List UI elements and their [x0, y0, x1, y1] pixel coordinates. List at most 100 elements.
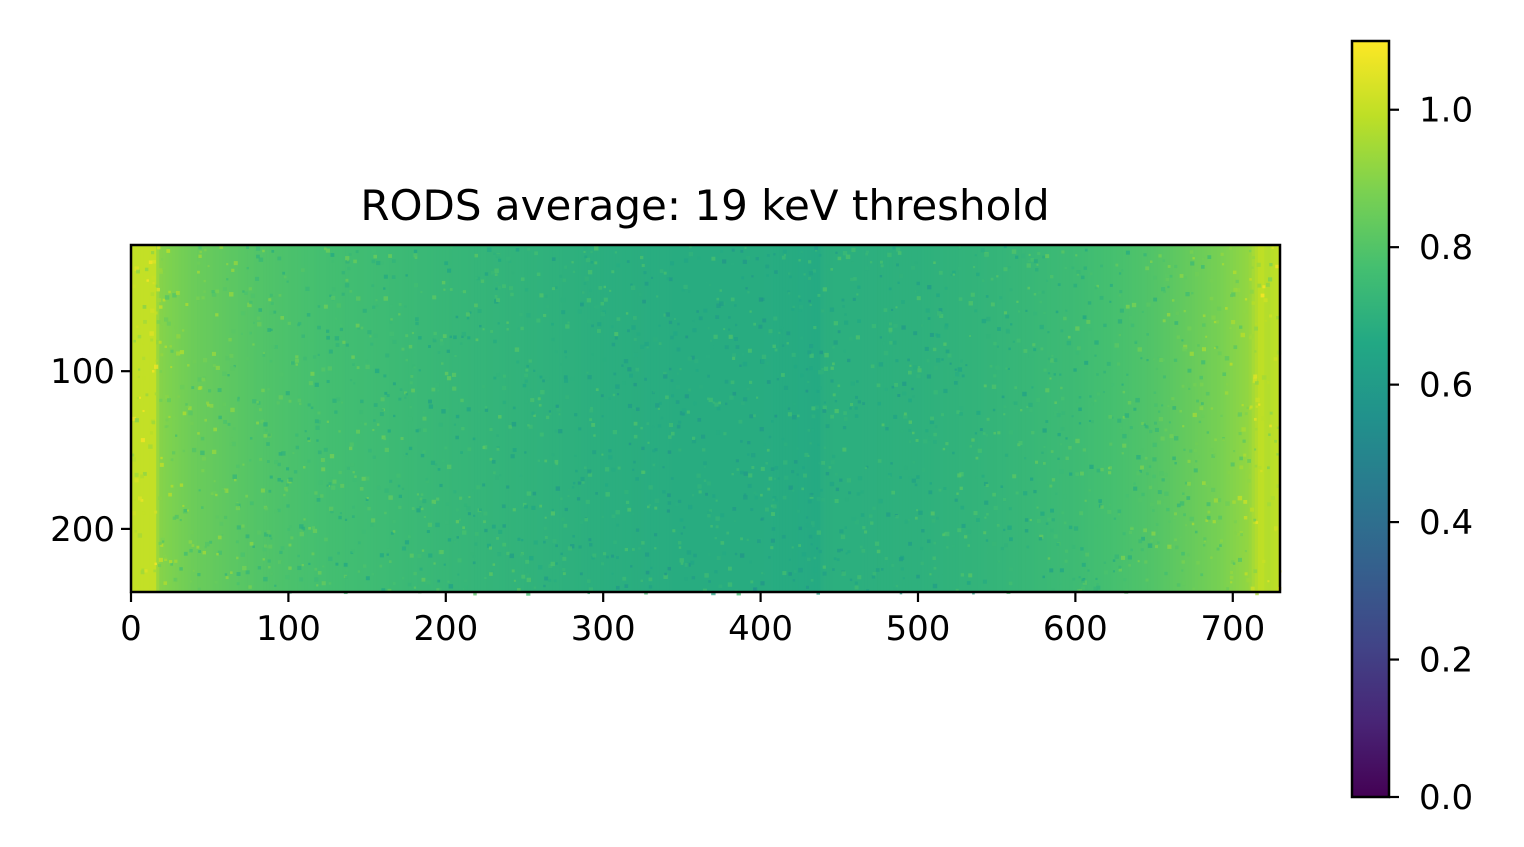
heatmap-column [1062, 245, 1067, 592]
heatmap-column [1163, 245, 1168, 592]
heatmap-column [411, 245, 415, 592]
heatmap-column [980, 245, 985, 592]
heatmap-column [773, 245, 777, 592]
heatmap-column [543, 245, 548, 592]
heatmap-column [625, 245, 629, 592]
heatmap-column [669, 245, 674, 592]
heatmap-column [275, 245, 280, 592]
heatmap-column [417, 245, 422, 592]
heatmap-column [1242, 245, 1246, 592]
heatmap-column [1009, 245, 1014, 592]
heatmap-noise [131, 245, 1282, 596]
colorbar-tick-label: 0.8 [1419, 228, 1473, 268]
heatmap-column [716, 245, 721, 592]
heatmap-column [776, 245, 781, 592]
heatmap-column [895, 245, 900, 592]
heatmap-column [1018, 245, 1023, 592]
heatmap-column [722, 245, 727, 592]
heatmap-column [455, 245, 459, 592]
heatmap-column [354, 245, 359, 592]
heatmap-column [360, 245, 365, 592]
heatmap-column [389, 245, 393, 592]
heatmap-column [398, 245, 403, 592]
heatmap-column [549, 245, 554, 592]
heatmap-column [858, 245, 862, 592]
colorbar-tick-label: 1.0 [1419, 91, 1473, 131]
heatmap-column [691, 245, 696, 592]
heatmap-column [521, 245, 526, 592]
heatmap-column [1169, 245, 1174, 592]
heatmap-column [537, 245, 541, 592]
heatmap-column [735, 245, 740, 592]
heatmap-column [1075, 245, 1080, 592]
heatmap-column [590, 245, 595, 592]
heatmap-column [1239, 245, 1243, 592]
heatmap-column [962, 245, 966, 592]
heatmap-column [351, 245, 356, 592]
heatmap-column [1235, 245, 1240, 592]
heatmap-column [146, 245, 151, 592]
heatmap-column [448, 245, 453, 592]
heatmap-column [1147, 245, 1152, 592]
heatmap-column [788, 245, 793, 592]
heatmap-column [1072, 245, 1076, 592]
x-tick-label: 500 [886, 609, 951, 649]
heatmap-column [644, 245, 648, 592]
heatmap-column [1135, 245, 1139, 592]
heatmap-column [798, 245, 803, 592]
colorbar-tick-label: 0.4 [1419, 503, 1473, 543]
heatmap-column [851, 245, 856, 592]
heatmap-column [719, 245, 724, 592]
heatmap-column [993, 245, 998, 592]
heatmap-column [363, 245, 368, 592]
heatmap-column [1065, 245, 1070, 592]
heatmap-column [700, 245, 705, 592]
heatmap-column [968, 245, 973, 592]
heatmap-column [1078, 245, 1083, 592]
heatmap-column [530, 245, 535, 592]
heatmap-column [168, 245, 173, 592]
heatmap-column [332, 245, 337, 592]
heatmap-column [754, 245, 759, 592]
heatmap-column [804, 245, 809, 592]
heatmap-column [675, 245, 680, 592]
heatmap-column [873, 245, 878, 592]
heatmap-column [1201, 245, 1206, 592]
heatmap-column [162, 245, 167, 592]
heatmap-column [260, 245, 264, 592]
heatmap-column [156, 245, 160, 592]
heatmap-column [839, 245, 844, 592]
heatmap-column [703, 245, 708, 592]
heatmap-column [984, 245, 988, 592]
heatmap-column [741, 245, 746, 592]
heatmap-column [694, 245, 699, 592]
heatmap-column [1270, 245, 1275, 592]
heatmap-column [1223, 245, 1228, 592]
heatmap-column [606, 245, 611, 592]
heatmap-column [568, 245, 573, 592]
heatmap-column [445, 245, 450, 592]
heatmap-column [924, 245, 929, 592]
heatmap-column [1254, 245, 1259, 592]
heatmap-column [622, 245, 626, 592]
heatmap-column [933, 245, 938, 592]
heatmap-column [678, 245, 683, 592]
heatmap-column [184, 245, 189, 592]
heatmap-column [1081, 245, 1086, 592]
heatmap-column [738, 245, 743, 592]
heatmap-column [581, 245, 585, 592]
colorbar-tick-label: 0.0 [1419, 778, 1473, 818]
heatmap-column [801, 245, 806, 592]
heatmap-column [382, 245, 387, 592]
heatmap-column [899, 245, 903, 592]
y-axis: 100 200 [50, 352, 131, 550]
heatmap-column [300, 245, 305, 592]
heatmap-column [974, 245, 979, 592]
heatmap-column [836, 245, 840, 592]
heatmap-column [1267, 245, 1272, 592]
heatmap-column [747, 245, 752, 592]
heatmap-column [1210, 245, 1215, 592]
heatmap-column [404, 245, 409, 592]
heatmap-column [430, 245, 434, 592]
heatmap-column [1176, 245, 1180, 592]
